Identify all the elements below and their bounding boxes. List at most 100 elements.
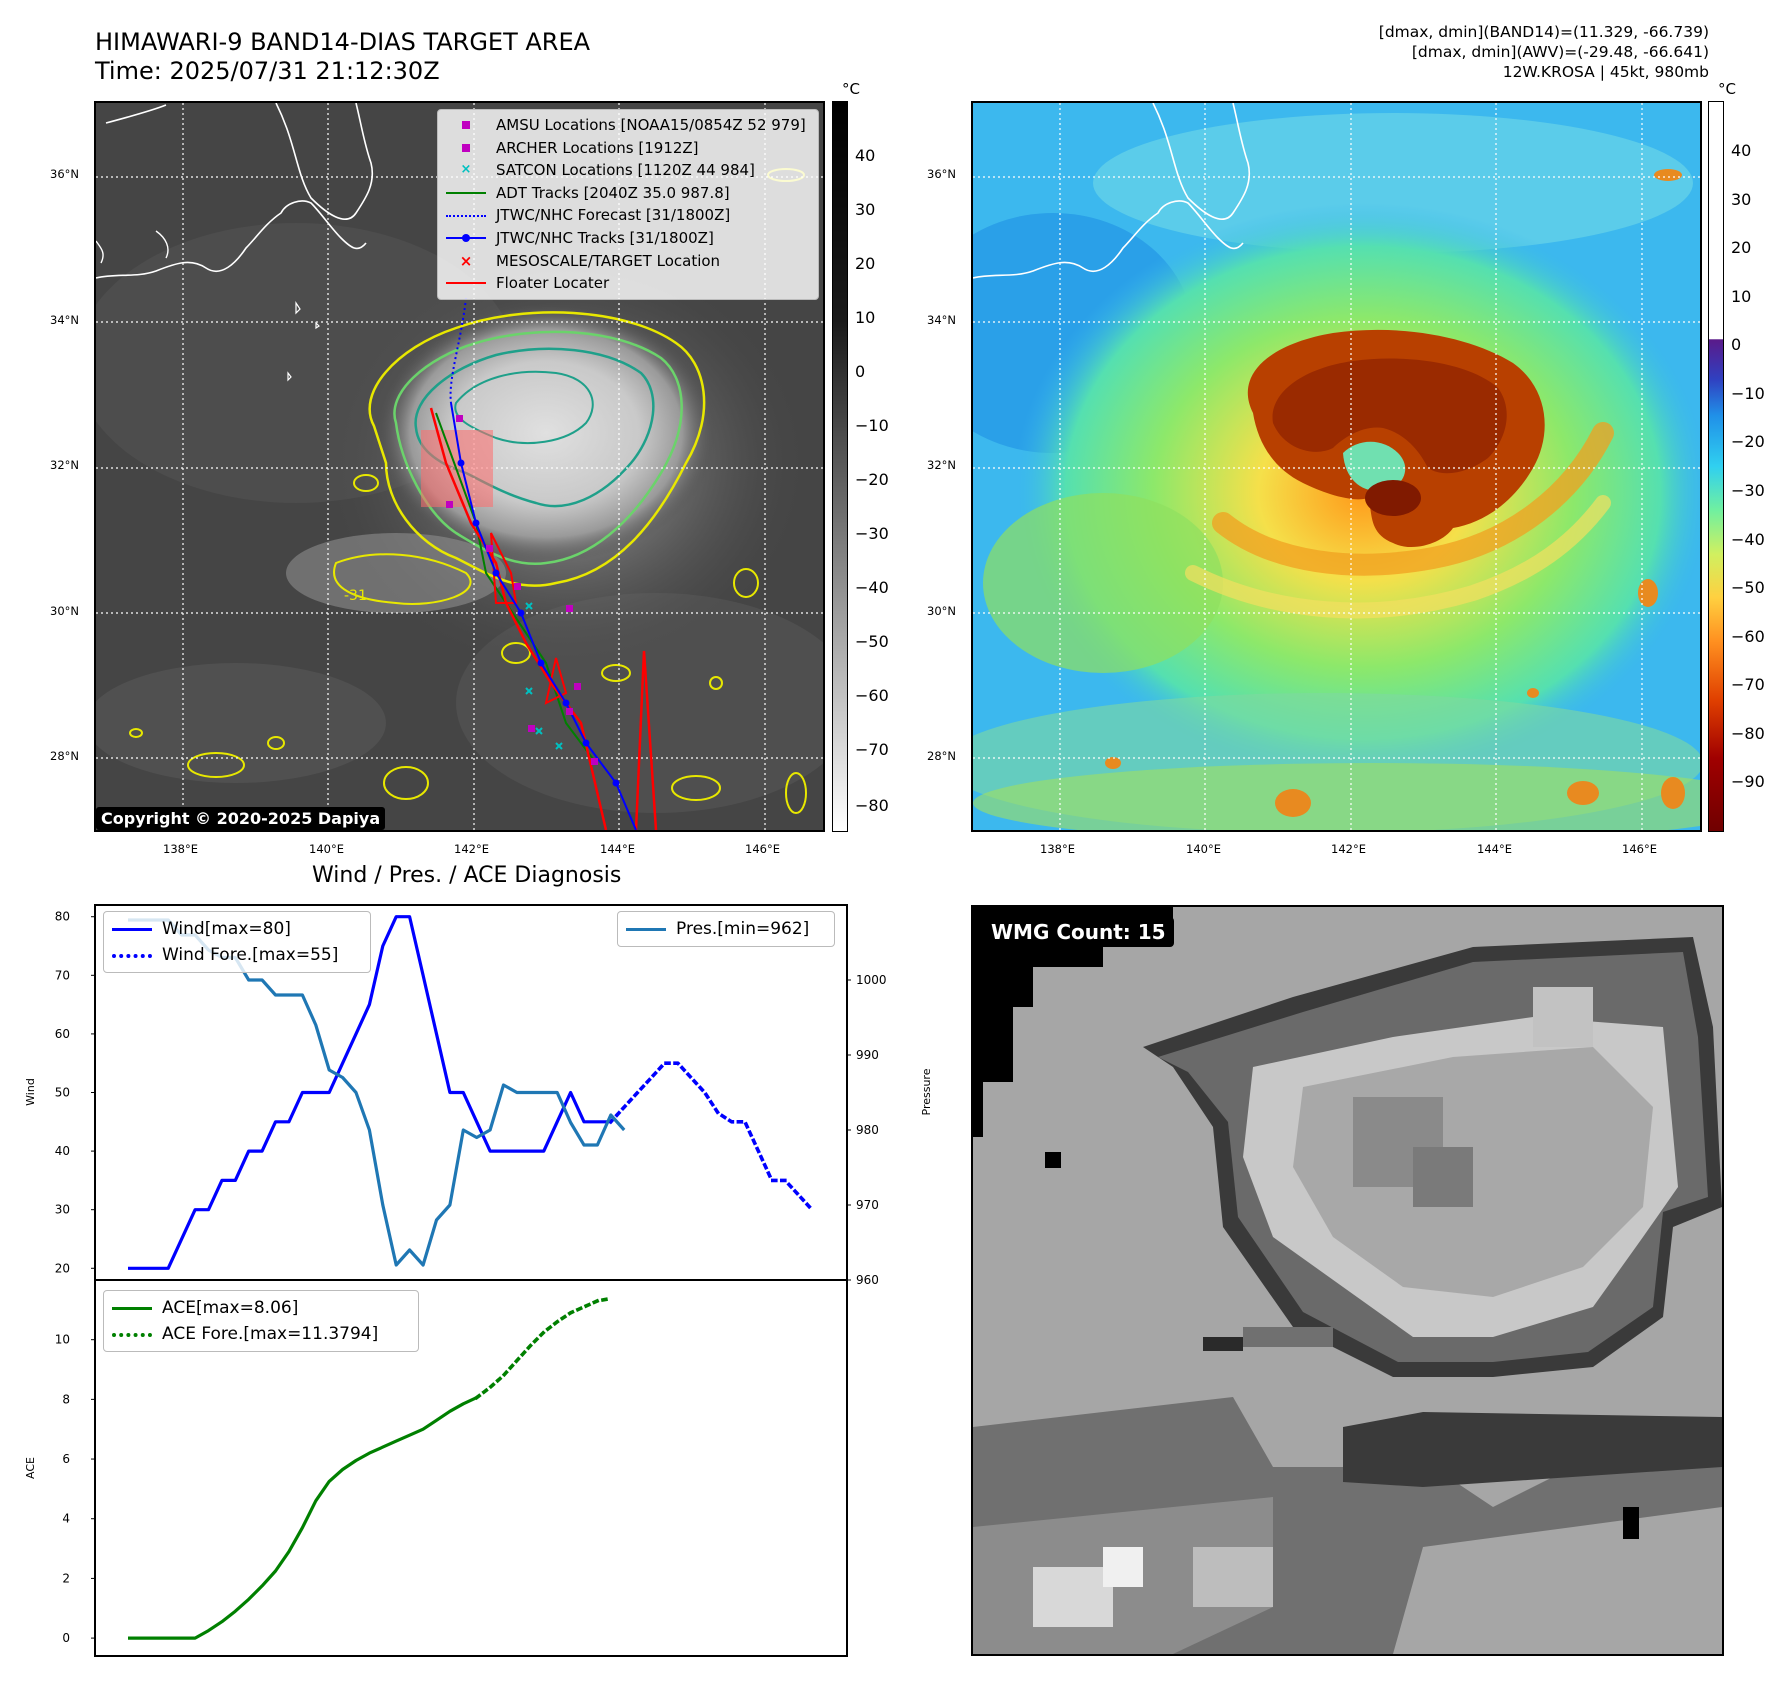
ace-line: [128, 1396, 478, 1640]
legend-item-adt: ADT Tracks [2040Z 35.0 987.8]: [446, 182, 810, 205]
satcon-markers: [525, 602, 563, 750]
wind-tick-label: 30: [55, 1203, 70, 1217]
colorbar-color: [1708, 101, 1724, 832]
colorbar-tick: −80: [1731, 724, 1765, 743]
figure-title: HIMAWARI-9 BAND14-DIAS TARGET AREA: [95, 28, 591, 56]
line-marker-icon: [446, 185, 486, 201]
colorbar-tick: −50: [855, 632, 889, 651]
map-legend: AMSU Locations [NOAA15/0854Z 52 979] ARC…: [437, 109, 819, 300]
pressure-tick-label: 1000: [856, 973, 887, 987]
pressure-tick-label: 980: [856, 1123, 879, 1137]
ace-tick-label: 0: [62, 1631, 70, 1645]
wind-tick-label: 80: [55, 910, 70, 924]
eye-region: [1343, 441, 1406, 492]
x-marker-icon: ×: [459, 251, 473, 270]
jtwc-forecast-track: [449, 297, 467, 404]
copyright-label: Copyright © 2020-2025 Dapiya: [96, 807, 386, 830]
lon-label: 138°E: [163, 842, 198, 856]
lon-label: 142°E: [1331, 842, 1366, 856]
lon-label: 144°E: [600, 842, 635, 856]
diagnosis-title: Wind / Pres. / ACE Diagnosis: [312, 863, 622, 888]
lon-label: 142°E: [454, 842, 489, 856]
dotted-line-icon: [112, 947, 152, 963]
ace-tick-label: 10: [55, 1333, 70, 1347]
lon-label: 140°E: [309, 842, 344, 856]
dotted-line-icon: [446, 208, 486, 224]
colorbar-tick: −20: [1731, 432, 1765, 451]
lat-label: 36°N: [50, 167, 79, 181]
pressure-tick-label: 990: [856, 1048, 879, 1062]
lat-label: 34°N: [50, 313, 79, 327]
colorbar-tick: −90: [1731, 772, 1765, 791]
wind-axis-label: Wind: [24, 1078, 37, 1106]
pressure-tick-label: 960: [856, 1273, 879, 1287]
colorbar-tick: −30: [855, 524, 889, 543]
info-awv-range: [dmax, dmin](AWV)=(-29.48, -66.641): [1411, 43, 1709, 61]
map-gridlines: [973, 103, 1700, 830]
square-marker-icon: [446, 117, 486, 133]
wind-y-ticks: 20 30 40 50 60 70 80: [55, 910, 95, 1275]
info-storm-id: 12W.KROSA | 45kt, 980mb: [1502, 63, 1709, 81]
colorbar-tick: 30: [1731, 190, 1752, 209]
contour-label: -31: [344, 588, 367, 604]
lat-label: 36°N: [927, 167, 956, 181]
colorbar-tick: 20: [855, 254, 876, 273]
lon-label: 144°E: [1477, 842, 1512, 856]
lat-label: 30°N: [927, 604, 956, 618]
legend-item-amsu: AMSU Locations [NOAA15/0854Z 52 979]: [446, 114, 810, 137]
ace-lines: [128, 1296, 613, 1640]
lon-label: 140°E: [1186, 842, 1221, 856]
legend-item-pressure: Pres.[min=962]: [626, 916, 826, 942]
wind-tick-label: 50: [55, 1086, 70, 1100]
lat-label: 28°N: [927, 749, 956, 763]
colorbar-tick: 0: [855, 362, 866, 381]
wind-line: [128, 915, 611, 1270]
band14-map-panel: -31 AMSU Locations [NOAA15/0854Z 52 979]…: [94, 101, 825, 832]
lon-label: 146°E: [745, 842, 780, 856]
colorbar-tick: −70: [855, 740, 889, 759]
ace-axes: [94, 1279, 848, 1657]
adt-track: [435, 412, 597, 764]
color-map-svg: [973, 103, 1700, 830]
legend-item-jtwc-tracks: JTWC/NHC Tracks [31/1800Z]: [446, 227, 810, 250]
ace-tick-label: 4: [62, 1512, 70, 1526]
dotted-line-icon: [112, 1326, 152, 1342]
wind-legend: Wind[max=80] Wind Fore.[max=55]: [103, 911, 371, 973]
wind-tick-label: 20: [55, 1261, 70, 1275]
legend-item-archer: ARCHER Locations [1912Z]: [446, 137, 810, 160]
legend-item-ace: ACE[max=8.06]: [112, 1295, 410, 1321]
coastline: [1152, 103, 1251, 220]
line-marker-icon: [112, 1300, 152, 1316]
colorbar-unit: °C: [1718, 80, 1736, 98]
lat-label: 32°N: [50, 458, 79, 472]
colorbar-tick: −70: [1731, 675, 1765, 694]
lon-label: 146°E: [1622, 842, 1657, 856]
figure-time: Time: 2025/07/31 21:12:30Z: [95, 57, 440, 85]
x-marker-icon: ×: [460, 162, 472, 178]
lat-label: 28°N: [50, 749, 79, 763]
wmg-count-label: WMG Count: 15: [983, 917, 1174, 947]
ace-tick-label: 2: [62, 1571, 70, 1585]
colorbar-tick: 40: [1731, 141, 1752, 160]
legend-item-wind-forecast: Wind Fore.[max=55]: [112, 942, 362, 968]
colorbar-tick: −30: [1731, 481, 1765, 500]
colorbar-tick: −60: [855, 686, 889, 705]
contour-yellow: [368, 311, 706, 587]
wmg-grid: [973, 907, 1722, 1654]
colorbar-gray: [832, 101, 848, 832]
ace-axis-label: ACE: [24, 1457, 37, 1479]
ace-y-ticks: 0 2 4 6 8 10: [55, 1333, 95, 1645]
colorbar-unit: °C: [842, 80, 860, 98]
info-band14-range: [dmax, dmin](BAND14)=(11.329, -66.739): [1378, 23, 1709, 41]
lat-label: 34°N: [927, 313, 956, 327]
legend-item-floater: Floater Locater: [446, 272, 810, 295]
wmg-panel: WMG Count: 15: [971, 905, 1724, 1656]
colorbar-tick: 40: [855, 146, 876, 165]
line-dot-icon: [446, 230, 486, 246]
colorbar-tick: 20: [1731, 238, 1752, 257]
pressure-legend: Pres.[min=962]: [617, 911, 835, 947]
lat-label: 32°N: [927, 458, 956, 472]
amsu-archer-markers: [446, 415, 598, 765]
colorbar-tick: −50: [1731, 578, 1765, 597]
